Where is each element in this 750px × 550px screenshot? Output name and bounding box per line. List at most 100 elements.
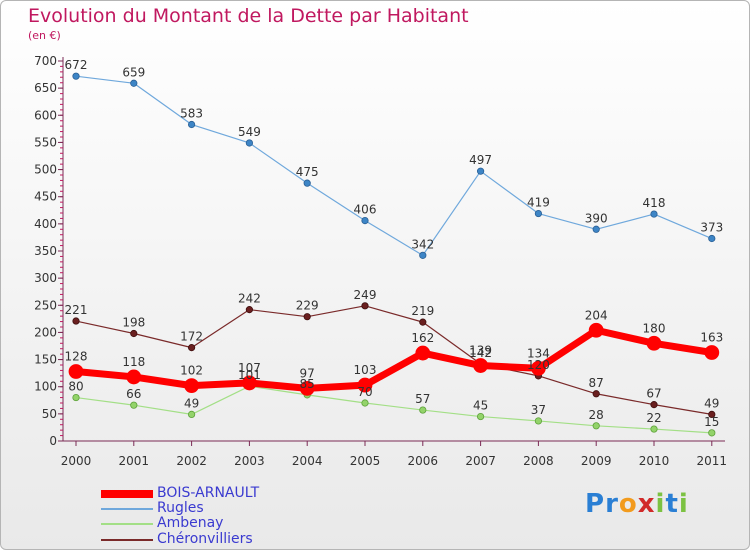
data-point-ambenay: [650, 425, 658, 433]
y-tick-label: 600: [34, 108, 57, 122]
data-point-cheronvilliers: [708, 410, 716, 418]
data-point-rugles: [534, 209, 543, 218]
data-point-rugles: [592, 225, 600, 233]
data-point-rugles: [708, 234, 716, 243]
data-label-rugles: 475: [296, 165, 319, 179]
data-point-rugles: [245, 139, 253, 147]
logo-letter: o: [618, 489, 638, 519]
data-point-cheronvilliers: [188, 344, 196, 352]
data-point-cheronvilliers: [361, 302, 369, 310]
data-label-rugles: 373: [700, 221, 723, 235]
data-point-rugles: [72, 72, 80, 80]
data-point-ambenay: [130, 401, 138, 409]
data-label-bois-arnault: 128: [65, 350, 88, 364]
y-tick-label: 150: [34, 353, 57, 367]
data-label-rugles: 583: [180, 107, 203, 121]
data-label-rugles: 419: [527, 196, 550, 210]
legend-swatch: [101, 539, 153, 541]
logo-letter: x: [637, 489, 656, 519]
series-line-cheronvilliers: [75, 305, 713, 415]
x-tick-label: 2000: [61, 454, 92, 468]
series-line-ambenay: [75, 385, 713, 434]
data-point-ambenay: [708, 429, 716, 437]
data-label-ambenay: 22: [646, 411, 661, 425]
data-label-rugles: 406: [354, 203, 377, 217]
data-point-bois-arnault: [357, 377, 373, 393]
data-label-ambenay: 85: [300, 377, 315, 391]
chart-title: Evolution du Montant de la Dette par Hab…: [28, 5, 469, 27]
data-label-rugles: 418: [643, 196, 666, 210]
data-label-cheronvilliers: 221: [65, 303, 88, 317]
series-line-rugles: [75, 75, 713, 256]
x-tick-label: 2004: [292, 454, 323, 468]
data-point-rugles: [361, 217, 369, 225]
data-point-rugles: [303, 179, 311, 187]
data-label-bois-arnault: 97: [300, 366, 315, 380]
logo-letter: r: [605, 489, 619, 519]
legend-label: Rugles: [157, 500, 204, 516]
data-label-bois-arnault: 139: [469, 344, 492, 358]
data-label-ambenay: 101: [238, 368, 261, 382]
data-label-rugles: 549: [238, 125, 261, 139]
data-point-bois-arnault: [184, 378, 200, 394]
legend-swatch: [101, 523, 153, 525]
legend-item-ambenay: Ambenay: [101, 515, 361, 532]
data-point-cheronvilliers: [130, 329, 138, 338]
y-tick-label: 650: [34, 81, 57, 95]
data-point-cheronvilliers: [303, 313, 311, 321]
data-label-cheronvilliers: 249: [354, 288, 377, 302]
data-point-rugles: [650, 210, 658, 218]
data-label-cheronvilliers: 49: [704, 396, 719, 410]
data-point-ambenay: [72, 393, 80, 402]
data-label-ambenay: 57: [415, 392, 430, 406]
data-label-bois-arnault: 204: [585, 308, 608, 322]
data-point-cheronvilliers: [650, 401, 658, 409]
x-tick-label: 2011: [697, 454, 728, 468]
y-tick-label: 0: [49, 434, 57, 448]
data-point-ambenay: [592, 422, 600, 430]
data-label-bois-arnault: 107: [238, 361, 261, 375]
x-tick-label: 2003: [234, 454, 265, 468]
data-point-bois-arnault: [704, 345, 720, 360]
data-label-ambenay: 70: [357, 385, 372, 399]
logo-letter: P: [585, 489, 606, 519]
x-tick-label: 2002: [176, 454, 207, 468]
y-tick-label: 550: [34, 135, 57, 149]
y-tick-label: 350: [34, 244, 57, 258]
data-label-cheronvilliers: 87: [589, 376, 604, 390]
data-label-rugles: 672: [65, 58, 88, 72]
data-point-bois-arnault: [415, 345, 431, 361]
data-label-cheronvilliers: 198: [122, 316, 145, 330]
data-point-rugles: [188, 120, 196, 129]
data-label-bois-arnault: 103: [354, 363, 377, 377]
data-point-ambenay: [534, 417, 543, 425]
data-point-bois-arnault: [68, 364, 84, 379]
data-label-bois-arnault: 163: [700, 331, 723, 345]
data-label-ambenay: 80: [68, 380, 83, 394]
x-tick-label: 2005: [350, 454, 381, 468]
x-tick-label: 2007: [465, 454, 496, 468]
data-label-bois-arnault: 134: [527, 346, 550, 360]
legend-label: BOIS-ARNAULT: [157, 485, 260, 501]
data-label-cheronvilliers: 172: [180, 330, 203, 344]
data-label-bois-arnault: 102: [180, 364, 203, 378]
data-label-cheronvilliers: 67: [646, 387, 661, 401]
logo-letter: i: [655, 489, 666, 519]
data-label-rugles: 390: [585, 211, 608, 225]
data-point-bois-arnault: [473, 358, 489, 373]
data-labels-layer: 128 118 102 107 97 103 162 139 134 204 180 163 672 65…: [65, 58, 724, 429]
data-label-cheronvilliers: 142: [469, 346, 492, 360]
data-point-ambenay: [361, 399, 369, 407]
series-layer: [68, 72, 720, 437]
data-point-cheronvilliers: [419, 318, 427, 326]
legend-item-bois-arnault: BOIS-ARNAULT: [101, 485, 361, 502]
data-label-ambenay: 37: [531, 403, 546, 417]
data-label-rugles: 497: [469, 153, 492, 167]
data-point-ambenay: [188, 410, 196, 418]
data-label-bois-arnault: 162: [411, 331, 434, 345]
legend-swatch: [101, 490, 153, 498]
legend-item-cheronvilliers: Chéronvilliers: [101, 531, 361, 548]
logo-letter: i: [678, 489, 689, 519]
